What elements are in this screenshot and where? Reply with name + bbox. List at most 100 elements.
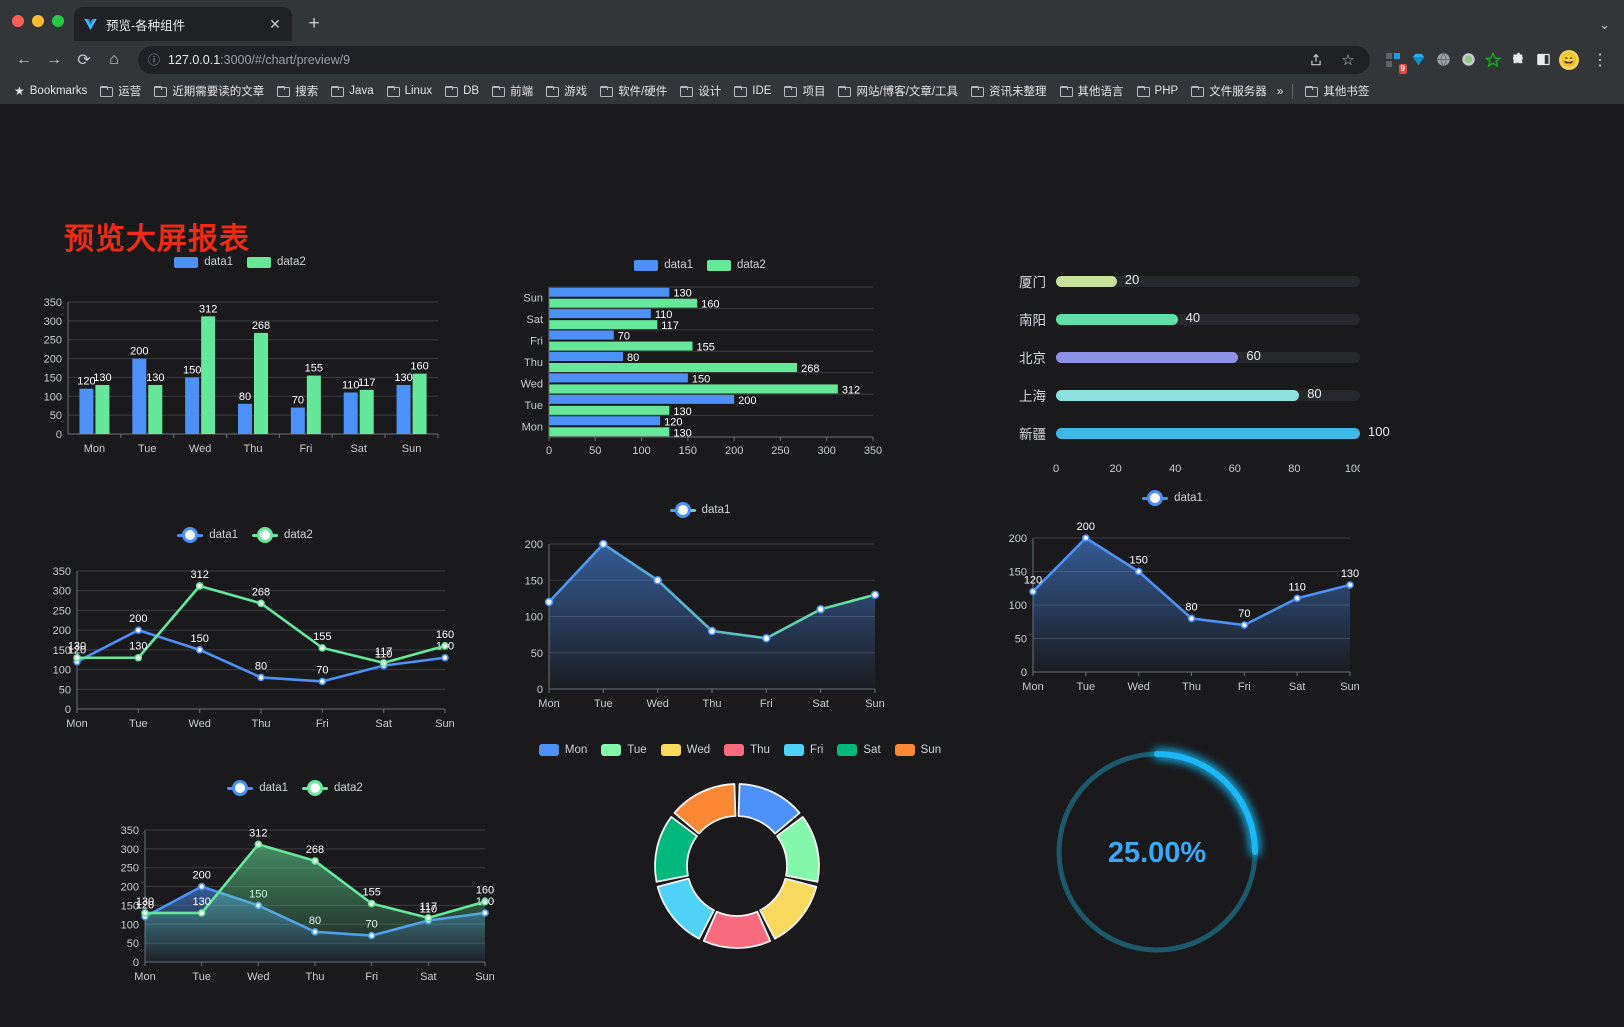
address-bar[interactable]: ⓘ 127.0.0.1:3000/#/chart/preview/9 ☆: [138, 45, 1370, 74]
avatar[interactable]: 😄: [1559, 49, 1579, 70]
legend-item-data2[interactable]: data2: [252, 527, 313, 543]
legend-item-data1[interactable]: data1: [1142, 490, 1203, 506]
folder-icon: [1136, 85, 1150, 97]
bookmark-folder[interactable]: 资讯未整理: [965, 80, 1053, 102]
circle-green-icon[interactable]: [1459, 51, 1477, 69]
close-tab-button[interactable]: ✕: [269, 16, 281, 32]
back-button[interactable]: ←: [16, 50, 32, 68]
legend-swatch: [252, 527, 278, 543]
svg-text:268: 268: [252, 586, 270, 598]
legend-item-sat[interactable]: Sat: [837, 744, 881, 756]
bookmark-folder[interactable]: Java: [325, 82, 379, 100]
svg-text:300: 300: [818, 445, 836, 457]
progress-row[interactable]: 厦门 20: [1000, 262, 1360, 300]
progress-row[interactable]: 南阳 40: [1000, 300, 1360, 338]
star-outline-green-icon[interactable]: [1484, 51, 1502, 69]
legend-item-data1[interactable]: data1: [669, 502, 730, 518]
legend-item-data2[interactable]: data2: [247, 256, 306, 268]
forward-button[interactable]: →: [46, 50, 62, 68]
bookmark-folder[interactable]: PHP: [1131, 82, 1185, 100]
diamond-icon[interactable]: [1409, 51, 1427, 69]
bookmark-label: IDE: [752, 85, 772, 97]
bookmark-star-icon[interactable]: ☆: [1341, 51, 1355, 69]
legend-label: data1: [1174, 492, 1203, 504]
sidepanel-icon[interactable]: [1534, 51, 1552, 69]
legend-item-data1[interactable]: data1: [227, 780, 288, 796]
chart-line-gradient[interactable]: data1 0 50 100 150 200 Mon Tue Wed Thu Fri Sat Sun: [505, 502, 895, 719]
maximize-window-button[interactable]: [52, 14, 64, 27]
progress-row[interactable]: 北京 60: [1000, 338, 1360, 376]
folder-icon: [1191, 85, 1205, 97]
bookmark-folder[interactable]: IDE: [728, 82, 777, 100]
home-button[interactable]: ⌂: [109, 50, 119, 68]
legend-item-sun[interactable]: Sun: [894, 744, 941, 756]
bookmarks-root[interactable]: ★ Bookmarks: [8, 81, 93, 101]
bookmark-folder[interactable]: 其他语言: [1054, 80, 1130, 102]
chart-donut[interactable]: Mon Tue Wed Thu Fri Sat Sun: [538, 744, 941, 994]
svg-text:100: 100: [1009, 600, 1027, 612]
legend-item-thu[interactable]: Thu: [724, 744, 770, 756]
legend-item-data1[interactable]: data1: [174, 256, 233, 268]
share-icon[interactable]: [1302, 46, 1330, 74]
bookmark-folder[interactable]: 近期需要读的文章: [148, 80, 270, 102]
progress-value: 20: [1124, 271, 1140, 287]
bookmark-folder[interactable]: 前端: [486, 80, 539, 102]
legend-label: Thu: [750, 744, 770, 756]
svg-text:70: 70: [292, 395, 304, 407]
site-info-icon[interactable]: ⓘ: [148, 53, 161, 67]
svg-text:250: 250: [771, 445, 789, 457]
chart-progress-bars[interactable]: 厦门 20 南阳 40 北京 60 上海 80 新疆 100 0 20 40 60 80 100: [1000, 262, 1390, 492]
legend-item-data2[interactable]: data2: [302, 780, 363, 796]
chart-area-single[interactable]: data1 0 50 100 150 200 Mon Tue Wed Thu Fri Sat Sun 1…: [985, 490, 1360, 707]
bookmark-label: 运营: [118, 86, 142, 98]
legend-item-data1[interactable]: data1: [634, 259, 693, 271]
progress-row[interactable]: 上海 80: [1000, 376, 1360, 414]
extensions-puzzle-grid-icon[interactable]: 9: [1384, 51, 1407, 74]
minimize-window-button[interactable]: [32, 14, 44, 27]
svg-text:Wed: Wed: [646, 698, 668, 710]
chart-bar-vertical[interactable]: data1 data2 0 50 100 150 200 250 300 350 Mon 120 1…: [30, 256, 450, 471]
bookmarks-overflow-button[interactable]: »: [1276, 84, 1284, 98]
svg-text:350: 350: [53, 566, 71, 578]
bookmark-folder[interactable]: 运营: [94, 80, 147, 102]
chart-gauge[interactable]: 25.00%: [1035, 739, 1285, 989]
chart-area-two-series[interactable]: data1 data2 0 50 100 150 200 250 300 350 Mon Tue W…: [95, 780, 495, 997]
close-window-button[interactable]: [12, 14, 24, 27]
bookmark-folder[interactable]: 设计: [674, 80, 727, 102]
browser-menu-button[interactable]: ⋮: [1592, 51, 1608, 69]
globe-icon[interactable]: [1434, 51, 1452, 69]
svg-text:Mon: Mon: [84, 443, 105, 455]
svg-text:130: 130: [93, 372, 111, 384]
legend-swatch: [174, 256, 199, 268]
vue-logo-icon: [82, 16, 98, 32]
bookmark-folder[interactable]: 软件/硬件: [594, 80, 673, 102]
legend-item-tue[interactable]: Tue: [601, 744, 647, 756]
new-tab-button[interactable]: +: [308, 13, 320, 34]
legend-item-data1[interactable]: data1: [177, 527, 238, 543]
bookmark-folder[interactable]: 文件服务器: [1185, 80, 1273, 102]
bookmark-other[interactable]: 其他书签: [1299, 80, 1375, 102]
gauge-value-arc: [1154, 751, 1258, 855]
folder-icon: [277, 85, 291, 97]
reload-button[interactable]: ⟳: [77, 51, 91, 69]
chart-bar-horizontal[interactable]: data1 data2 Sun 130 160 Sat 110 117 Fri 70 155 Th…: [505, 259, 895, 474]
tab-list-chevron-icon[interactable]: ⌄: [1599, 17, 1610, 32]
legend-item-wed[interactable]: Wed: [660, 744, 710, 756]
browser-tab[interactable]: 预览-各种组件 ✕: [74, 7, 292, 41]
legend-item-fri[interactable]: Fri: [783, 744, 823, 756]
puzzle-piece-icon[interactable]: [1509, 51, 1527, 69]
legend-item-data2[interactable]: data2: [707, 259, 766, 271]
bookmark-folder[interactable]: Linux: [381, 82, 439, 100]
bookmark-folder[interactable]: 项目: [778, 80, 831, 102]
legend-label: data1: [209, 529, 238, 541]
chart-line-two-series[interactable]: data1 data2 0 50 100 150 200 250 300 350 Mon Tue W…: [35, 527, 455, 744]
bookmark-folder[interactable]: 搜索: [271, 80, 324, 102]
bookmark-folder[interactable]: 游戏: [540, 80, 593, 102]
folder-icon: [1059, 85, 1073, 97]
legend-item-mon[interactable]: Mon: [538, 744, 587, 756]
bookmark-folder[interactable]: DB: [439, 82, 485, 100]
progress-row[interactable]: 新疆 100: [1000, 414, 1390, 452]
bookmark-folder[interactable]: 网站/博客/文章/工具: [832, 80, 964, 102]
svg-text:Tue: Tue: [1077, 681, 1096, 693]
